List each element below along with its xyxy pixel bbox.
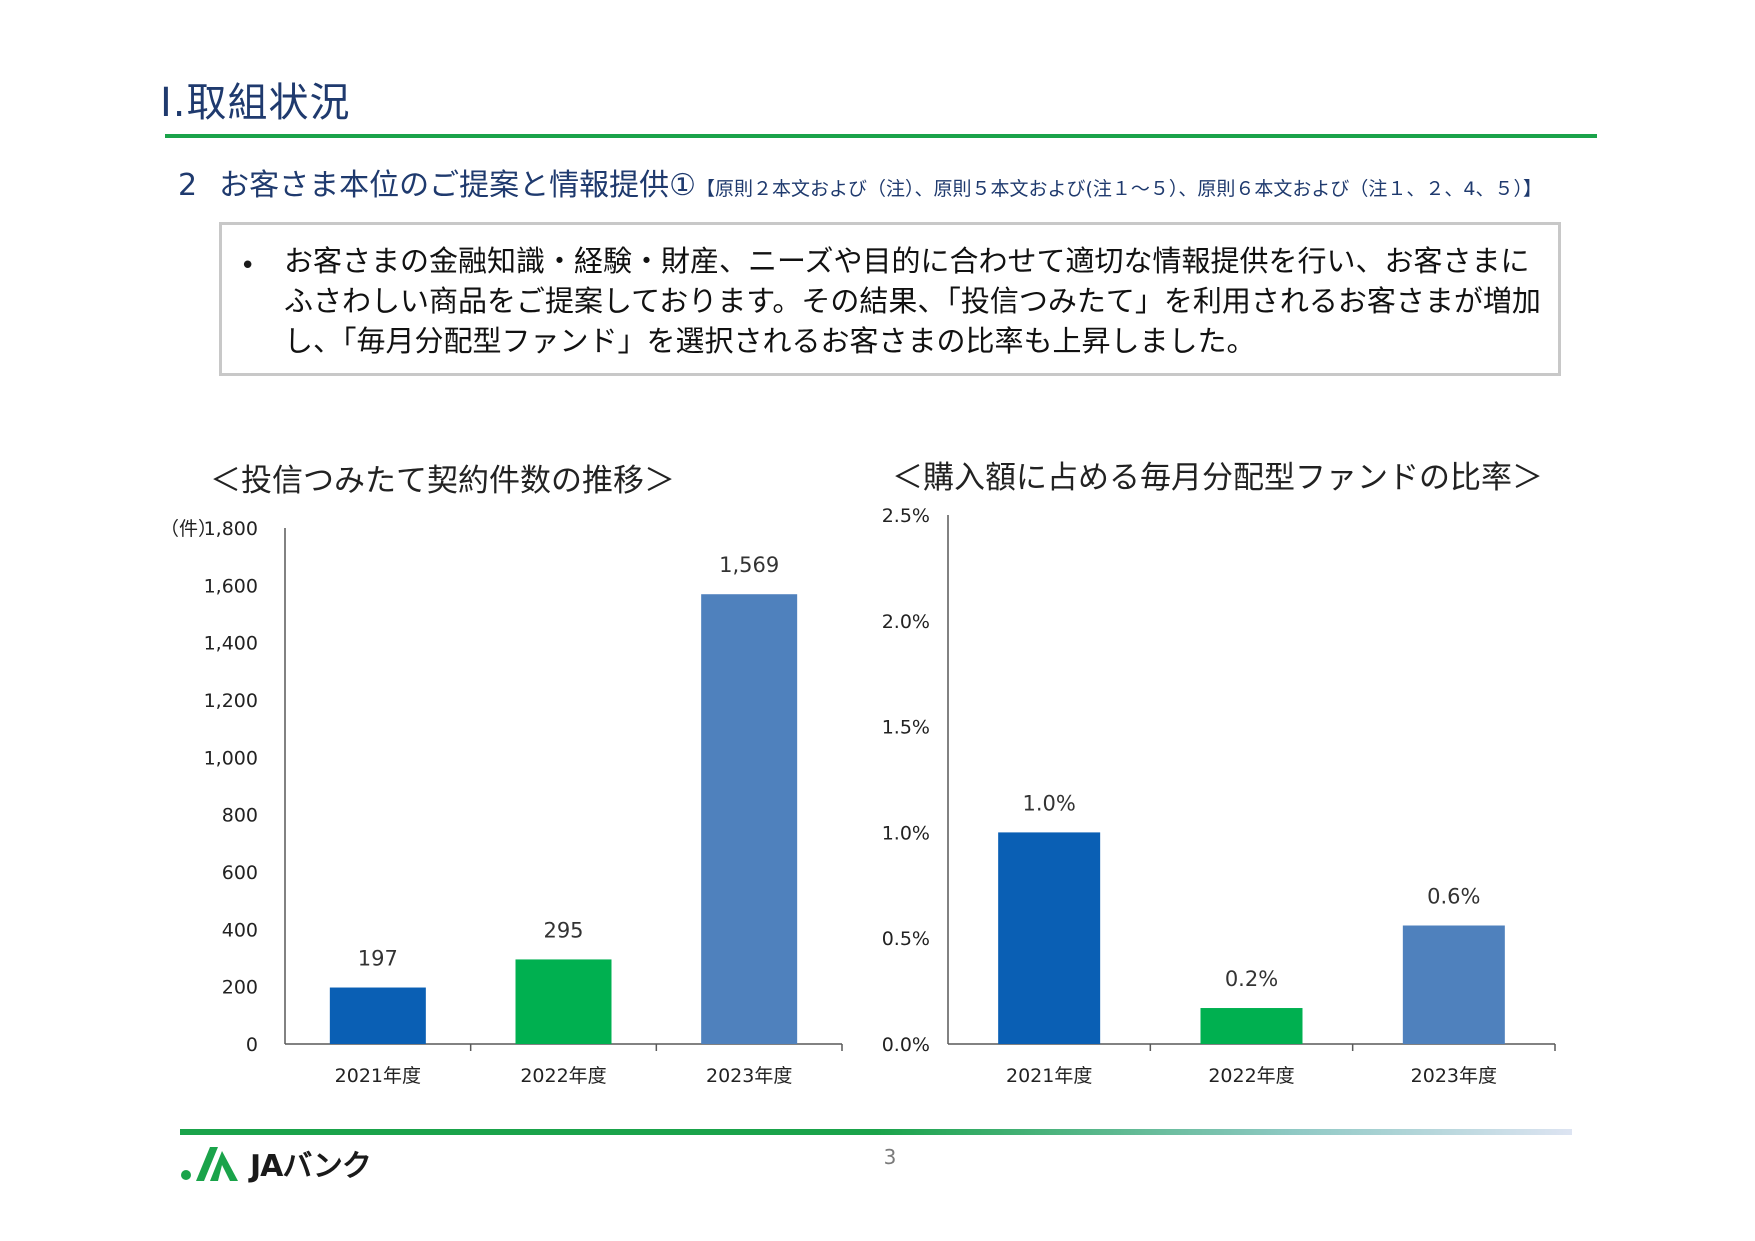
page-number: 3 (883, 1145, 897, 1169)
chart1-plot: 0 200 400 600 800 1,000 1,200 1,400 1,600 1,800（件… (160, 518, 843, 1087)
chart2-category-label: 2022年度 (1208, 1065, 1294, 1087)
footer-divider (180, 1129, 1572, 1135)
bullet-marker: • (240, 251, 256, 281)
section-number: 2 (178, 168, 198, 203)
chart2-category-label: 2023年度 (1411, 1065, 1497, 1087)
chart2-data-label: 0.2% (1225, 967, 1278, 991)
summary-text: お客さまの金融知識・経験・財産、ニーズや目的に合わせて適切な情報提供を行い、お客… (284, 244, 1541, 358)
chart2-y-tick-label: 1.0% (882, 822, 930, 844)
chart2-y-tick-label: 1.5% (882, 717, 930, 739)
chart2-plot: 0.0% 0.5% 1.0% 1.5% 2.0% 2.5% 1.0% 2021年度 0.2% 20… (882, 505, 1556, 1087)
chart1-y-tick-label: 400 (222, 919, 258, 941)
chart1-y-tick-label: 1,200 (204, 690, 258, 712)
chart2-data-label: 1.0% (1022, 791, 1075, 815)
chart1-y-tick-label: 1,400 (204, 633, 258, 655)
chart2-bar (1402, 925, 1505, 1044)
chart2-y-tick-label: 2.5% (882, 505, 930, 527)
summary-box: • お客さまの金融知識・経験・財産、ニーズや目的に合わせて適切な情報提供を行い、… (219, 222, 1561, 376)
chart1-y-tick-label: 1,600 (204, 575, 258, 597)
chart2-y-tick-label: 0.0% (882, 1034, 930, 1056)
chart1-category-label: 2022年度 (520, 1065, 606, 1087)
chart1-category-label: 2023年度 (706, 1065, 792, 1087)
section-reference: 【原則２本文および（注）、原則５本文および(注１～５）、原則６本文および（注１、… (696, 178, 1543, 200)
chart1-category-label: 2021年度 (335, 1065, 421, 1087)
chart1-bar (515, 959, 612, 1044)
chart1-y-tick-label: 0 (246, 1034, 258, 1056)
chart2-category-label: 2021年度 (1006, 1065, 1092, 1087)
chart1-title: ＜投信つみたて契約件数の推移＞ (210, 463, 675, 499)
title-divider (165, 134, 1597, 138)
chart1-y-tick-label: 200 (222, 977, 258, 999)
chart1-y-tick-label: 1,000 (204, 747, 258, 769)
logo-text: JAバンク (250, 1149, 372, 1184)
chart1-data-label: 197 (358, 947, 398, 971)
chart1-data-label: 1,569 (719, 553, 779, 577)
chart2-data-label: 0.6% (1427, 885, 1480, 909)
ja-bank-logo: JAバンク (180, 1143, 372, 1184)
chart2-y-tick-label: 0.5% (882, 928, 930, 950)
ja-bank-logo-icon (181, 1147, 238, 1181)
chart1-unit-label: （件） (160, 518, 217, 540)
chart1-y-tick-label: 1,800 (204, 518, 258, 540)
section-heading: 2 お客さま本位のご提案と情報提供①【原則２本文および（注）、原則５本文および(注… (178, 160, 1542, 204)
chart1-y-tick-label: 600 (222, 862, 258, 884)
section-title: お客さま本位のご提案と情報提供① (219, 168, 696, 203)
page-title: Ⅰ.取組状況 (160, 80, 351, 126)
chart1-bar (701, 594, 798, 1044)
chart2-y-tick-label: 2.0% (882, 611, 930, 633)
chart1-y-tick-label: 800 (222, 805, 258, 827)
chart1-bar (329, 987, 426, 1044)
chart1-data-label: 295 (543, 918, 583, 942)
chart2-bar (1200, 1008, 1303, 1044)
chart2-bar (998, 832, 1101, 1044)
chart2-title: ＜購入額に占める毎月分配型ファンドの比率＞ (892, 460, 1543, 496)
